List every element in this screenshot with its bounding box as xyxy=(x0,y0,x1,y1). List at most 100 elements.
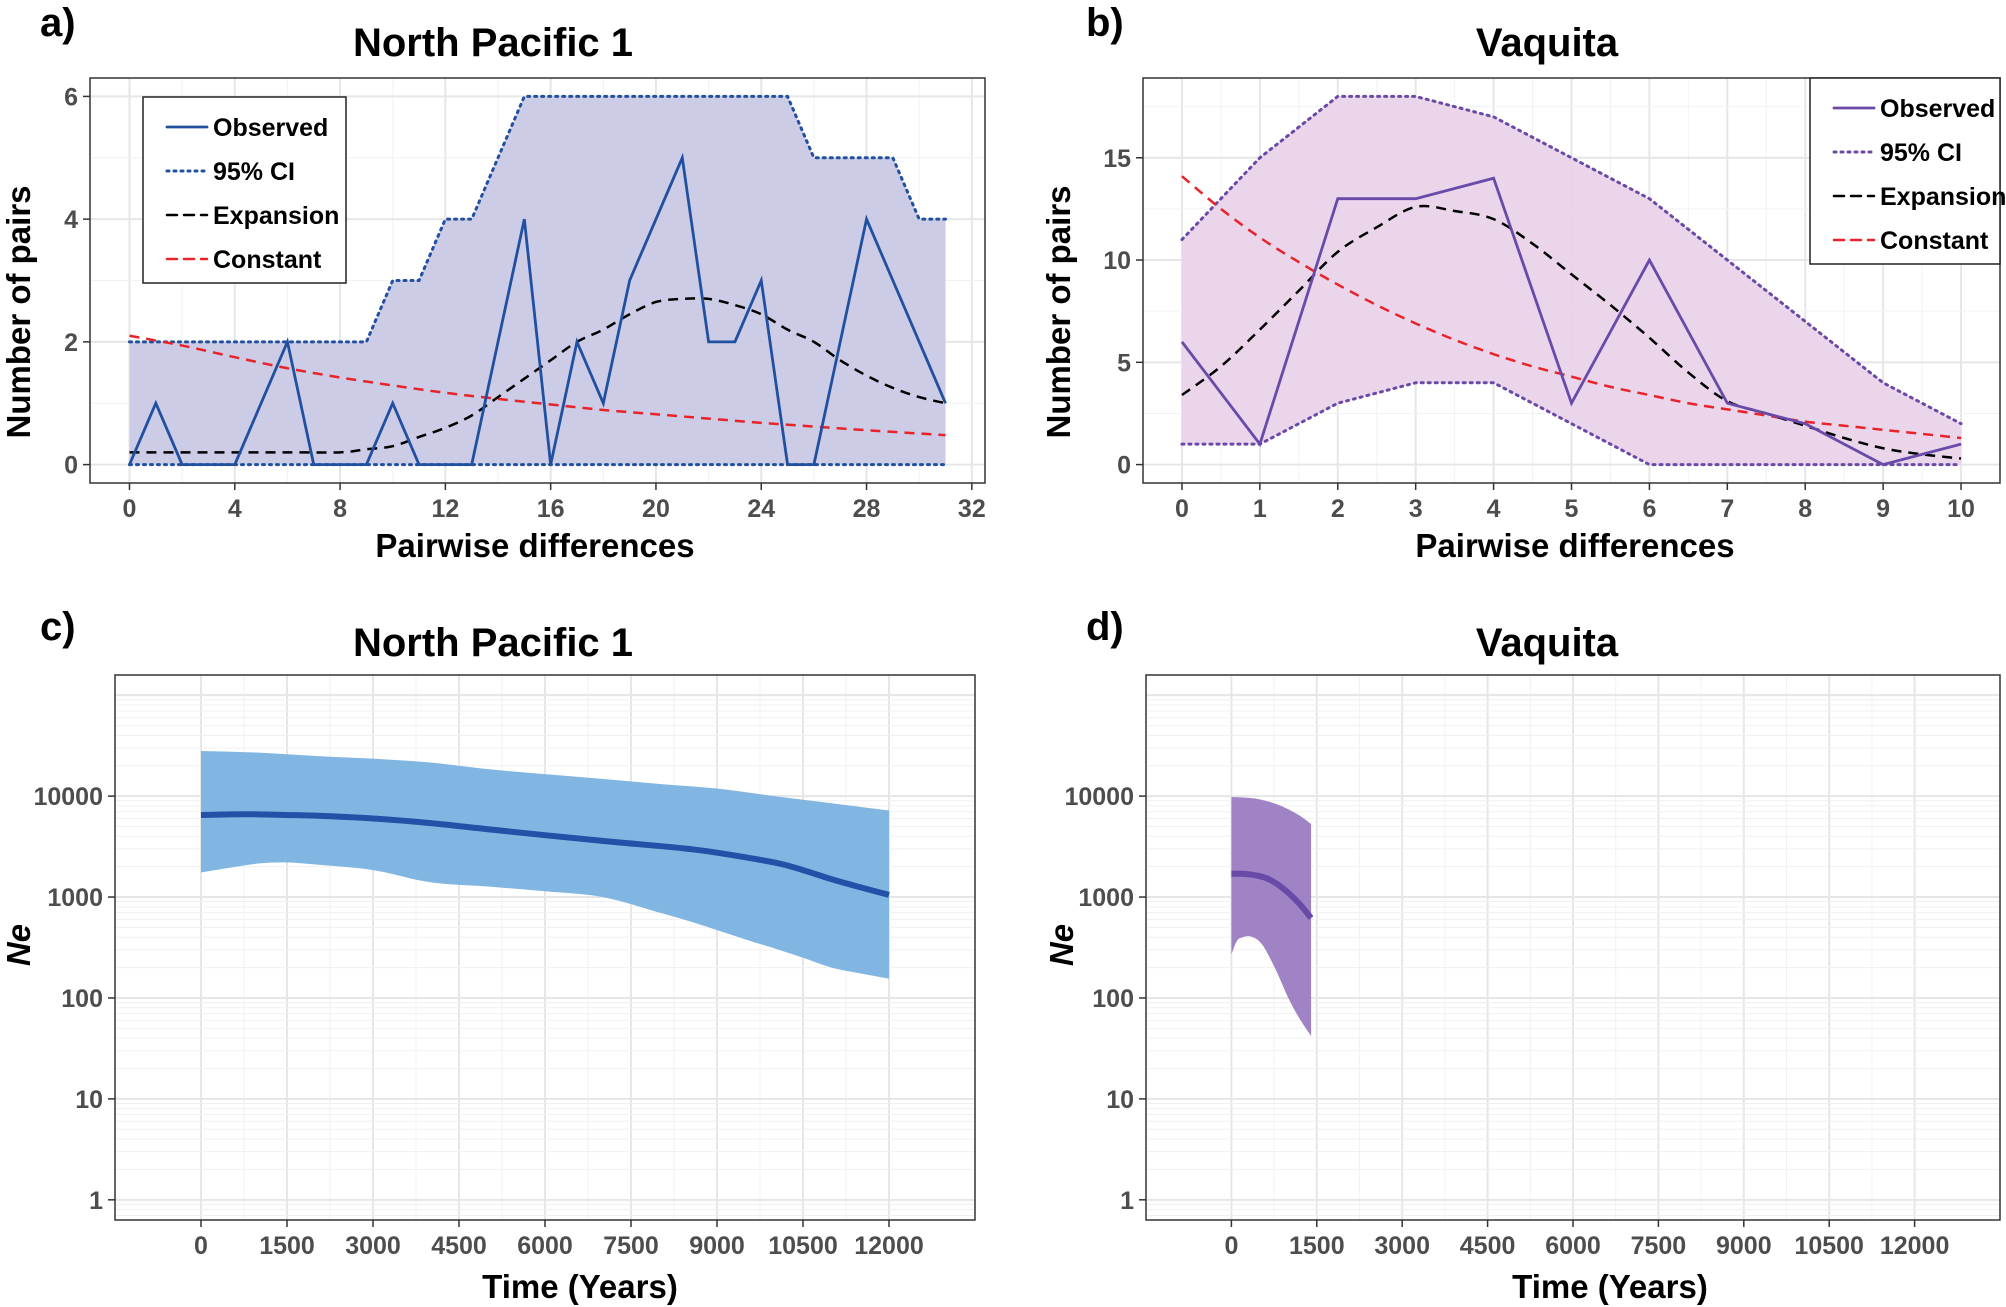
x-axis-title-a: Pairwise differences xyxy=(375,527,694,564)
constant-line xyxy=(129,334,946,437)
x-tick-label: 6 xyxy=(1642,495,1656,523)
y-axis-title-d: Ne xyxy=(1043,924,1080,966)
legend-label: Observed xyxy=(213,114,328,142)
y-tick-label: 10000 xyxy=(1064,783,1134,811)
gridlines-c xyxy=(115,675,975,1220)
x-tick-label: 3000 xyxy=(1374,1232,1430,1260)
x-tick-label: 24 xyxy=(747,495,775,523)
y-tick-label: 15 xyxy=(1103,145,1131,173)
chart-title-c: North Pacific 1 xyxy=(353,621,633,665)
legend-label: Expansion xyxy=(213,202,339,230)
x-tick-label: 9 xyxy=(1876,495,1890,523)
chart-title-b: Vaquita xyxy=(1476,21,1619,65)
legend-label: Constant xyxy=(1880,227,1989,255)
y-tick-label: 2 xyxy=(64,329,78,357)
x-tick-label: 5 xyxy=(1565,495,1579,523)
plot-area-d xyxy=(1146,675,2000,1220)
x-tick-label: 10500 xyxy=(768,1232,838,1260)
x-tick-label: 4500 xyxy=(431,1232,487,1260)
y-tick-label: 5 xyxy=(1117,349,1131,377)
x-tick-label: 7500 xyxy=(603,1232,659,1260)
x-tick-label: 8 xyxy=(1798,495,1812,523)
x-tick-label: 12000 xyxy=(1880,1232,1950,1260)
panel-label-c: c) xyxy=(40,605,76,649)
x-tick-label: 0 xyxy=(194,1232,208,1260)
x-tick-label: 10 xyxy=(1947,495,1975,523)
y-axis-title-c: Ne xyxy=(0,924,37,966)
x-axis-title-d: Time (Years) xyxy=(1512,1268,1708,1305)
y-tick-label: 100 xyxy=(61,985,103,1013)
legend-label: 95% CI xyxy=(213,158,295,186)
x-tick-label: 3 xyxy=(1409,495,1423,523)
x-tick-label: 28 xyxy=(853,495,881,523)
panel-b: b) Vaquita Pairwise differences Number o… xyxy=(1040,1,2006,564)
y-tick-label: 1000 xyxy=(1078,884,1134,912)
x-tick-label: 6000 xyxy=(1545,1232,1601,1260)
panel-d: d) Vaquita Time (Years) Ne 0 1500 3000 4500… xyxy=(1043,605,2001,1305)
y-tick-label: 10 xyxy=(75,1086,103,1114)
legend-label: Constant xyxy=(213,246,322,274)
observed-line xyxy=(128,152,947,466)
x-tick-label: 12000 xyxy=(854,1232,924,1260)
x-tick-label: 4500 xyxy=(1460,1232,1516,1260)
x-tick-label: 20 xyxy=(642,495,670,523)
y-tick-label: 6 xyxy=(64,83,78,111)
chart-title-d: Vaquita xyxy=(1476,621,1619,665)
x-tick-label: 7500 xyxy=(1631,1232,1687,1260)
chart-title-a: North Pacific 1 xyxy=(353,21,633,65)
plot-area-a xyxy=(90,78,985,483)
ci-band xyxy=(1181,96,1962,465)
x-tick-label: 1 xyxy=(1253,495,1267,523)
x-tick-label: 16 xyxy=(537,495,565,523)
x-tick-label: 4 xyxy=(228,495,242,523)
plot-frame-a xyxy=(89,77,986,484)
x-tick-label: 6000 xyxy=(517,1232,573,1260)
x-tick-label: 10500 xyxy=(1794,1232,1864,1260)
legend-a: Observed 95% CI Expansion Constant xyxy=(142,96,347,284)
y-tick-label: 1 xyxy=(1120,1187,1134,1215)
plot-area-c xyxy=(115,675,975,1220)
legend-label: 95% CI xyxy=(1880,139,1962,167)
ci-band xyxy=(129,96,946,465)
y-tick-label: 10 xyxy=(1106,1086,1134,1114)
ci-upper-line xyxy=(1180,94,1963,426)
y-tick-label: 10000 xyxy=(33,783,103,811)
x-tick-label: 4 xyxy=(1487,495,1501,523)
legend-label: Observed xyxy=(1880,95,1995,123)
x-tick-label: 7 xyxy=(1720,495,1734,523)
y-axis-title-b: Number of pairs xyxy=(1040,185,1077,438)
x-tick-label: 0 xyxy=(1224,1232,1238,1260)
x-tick-label: 0 xyxy=(1175,495,1189,523)
x-tick-label: 1500 xyxy=(1289,1232,1345,1260)
x-tick-label: 9000 xyxy=(689,1232,745,1260)
x-tick-label: 12 xyxy=(431,495,459,523)
constant-line xyxy=(1181,175,1962,440)
panel-c: c) North Pacific 1 Time (Years) Ne 0 1500… xyxy=(0,605,976,1305)
hpd-band xyxy=(1231,796,1312,1036)
hpd-band xyxy=(201,750,889,979)
expansion-line xyxy=(129,297,946,454)
x-tick-label: 0 xyxy=(123,495,137,523)
panel-label-b: b) xyxy=(1086,1,1124,45)
ci-upper-line xyxy=(127,94,948,344)
observed-line xyxy=(1180,176,1962,467)
x-tick-label: 8 xyxy=(333,495,347,523)
y-tick-label: 4 xyxy=(64,206,78,234)
y-tick-label: 1000 xyxy=(47,884,103,912)
expansion-line xyxy=(1181,204,1962,460)
y-tick-label: 10 xyxy=(1103,247,1131,275)
legend-b: Observed 95% CI Expansion Constant xyxy=(1809,77,2006,265)
y-tick-label: 0 xyxy=(1117,452,1131,480)
median-ne-line xyxy=(200,811,890,898)
x-tick-label: 3000 xyxy=(345,1232,401,1260)
median-ne-line xyxy=(1231,870,1314,920)
panel-label-a: a) xyxy=(40,1,76,45)
y-tick-label: 100 xyxy=(1092,985,1134,1013)
x-axis-title-b: Pairwise differences xyxy=(1415,527,1734,564)
x-tick-label: 32 xyxy=(958,495,986,523)
x-axis-title-c: Time (Years) xyxy=(482,1268,678,1305)
legend-label: Expansion xyxy=(1880,183,2006,211)
y-axis-title-a: Number of pairs xyxy=(0,185,37,438)
y-tick-label: 0 xyxy=(64,452,78,480)
